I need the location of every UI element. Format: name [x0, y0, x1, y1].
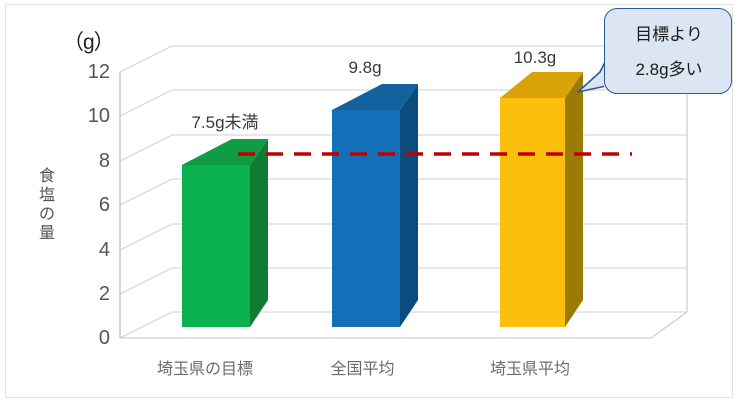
bar-value-label: 7.5g未満	[191, 113, 259, 132]
y-tick-label: 4	[98, 239, 110, 261]
y-axis-title: 食 塩 の 量	[36, 168, 58, 244]
y-axis-title-char: 食	[38, 168, 55, 185]
y-tick-label: 10	[87, 105, 110, 127]
category-label-national-average: 全国平均	[330, 361, 395, 378]
y-axis-title-char: 量	[38, 224, 55, 242]
y-tick-label: 0	[98, 327, 110, 349]
unit-label: （g）	[63, 31, 115, 54]
bar-value-label: 9.8g	[348, 58, 382, 77]
category-label-saitama-average: 埼玉県平均	[489, 361, 570, 378]
y-axis-title-char: の	[38, 205, 55, 223]
callout-line-2: 2.8g多い	[635, 60, 703, 79]
gridline-depth-connectors	[119, 45, 173, 339]
callout-line-1: 目標より	[635, 25, 703, 44]
category-label-saitama-target: 埼玉県の目標	[156, 361, 253, 378]
bar-value-label: 10.3g	[513, 48, 557, 67]
y-tick-label: 12	[87, 61, 110, 83]
y-axis-title-char: 塩	[38, 186, 55, 204]
y-tick-label: 6	[98, 194, 110, 216]
y-tick-label: 2	[98, 283, 110, 305]
y-tick-label: 8	[98, 150, 110, 172]
callout-bubble: 目標より 2.8g多い	[604, 8, 732, 94]
chart-border-frame	[5, 4, 733, 398]
